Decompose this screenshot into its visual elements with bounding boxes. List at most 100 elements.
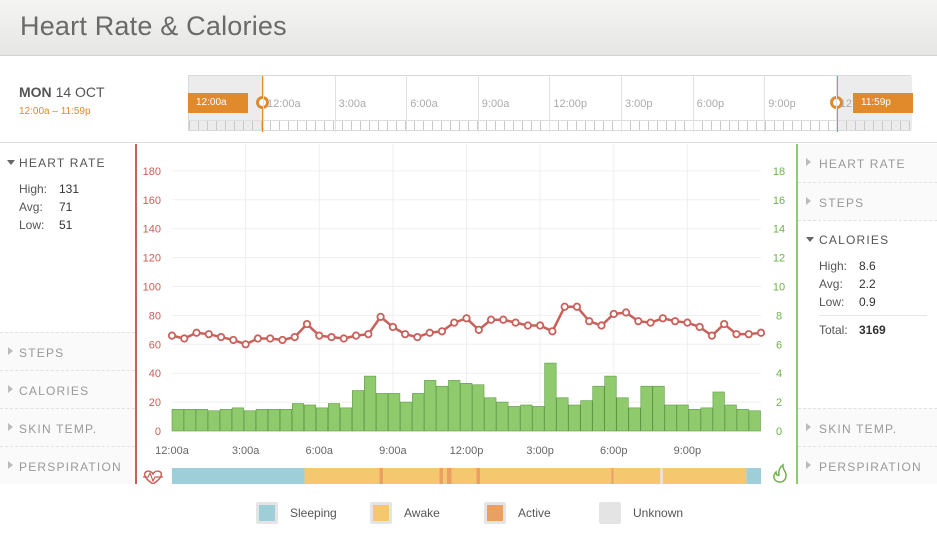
x-axis-tick-label: 3:00p: [526, 445, 554, 457]
legend-swatch: [256, 502, 278, 524]
timeline-gridline: [334, 76, 336, 132]
heart-rate-calories-chart[interactable]: 0 20 40 60 80 100 120 140 160 180 0 2 4 6 8 10 12 14 16 18 1…: [126, 144, 798, 485]
heart-rate-point: [229, 335, 238, 345]
calorie-bar: [436, 385, 449, 432]
range-start-handle[interactable]: [256, 96, 269, 109]
left-steps-row[interactable]: STEPS: [0, 332, 135, 370]
left-calories-row[interactable]: CALORIES: [0, 370, 135, 408]
date-bar: MON 14 OCT 12:00a – 11:59p 12:00a 3:00a 6:…: [0, 57, 937, 143]
heart-rate-point: [290, 332, 299, 342]
left-axis-tick-label: 40: [149, 368, 161, 380]
calorie-bar: [448, 380, 461, 432]
left-steps-label: STEPS: [19, 346, 65, 360]
heart-rate-point: [646, 318, 655, 327]
calorie-bar: [508, 406, 521, 432]
left-skin-temp-row[interactable]: SKIN TEMP.: [0, 408, 135, 446]
heart-rate-point: [621, 308, 631, 317]
left-axis-tick-label: 160: [143, 195, 161, 207]
calorie-bar: [700, 407, 713, 432]
caret-right-icon: [806, 158, 811, 166]
calorie-bar: [412, 393, 425, 432]
timeline-gridline: [621, 76, 622, 132]
timeline-tick-label: 3:00a: [338, 98, 367, 110]
timeline-gridline: [764, 76, 766, 132]
cal-high-value: 8.6: [859, 259, 876, 273]
current-date[interactable]: MON 14 OCT: [19, 84, 105, 100]
chart-svg: 0 20 40 60 80 100 120 140 160 180 0 2 4 6 8 10 12 14 16 18 1…: [126, 144, 798, 485]
heart-rate-point: [204, 330, 213, 339]
calorie-bar: [652, 385, 665, 432]
heart-axis-pointer: [126, 185, 136, 203]
legend-label: Active: [518, 506, 551, 520]
start-time-flag[interactable]: 12:00a: [188, 93, 248, 113]
x-axis-tick-label: 3:00a: [232, 445, 260, 457]
calorie-bar: [291, 403, 305, 432]
calorie-bar: [484, 397, 497, 432]
activity-segment-awake: [662, 468, 747, 484]
calorie-bar: [568, 404, 581, 432]
right-skin-temp-row[interactable]: SKIN TEMP.: [798, 408, 937, 446]
cal-avg-value: 2.2: [859, 277, 876, 291]
legend-label: Awake: [404, 506, 440, 520]
calorie-bar: [303, 404, 317, 432]
heart-rate-point: [216, 332, 226, 342]
caret-right-icon: [8, 385, 13, 393]
right-metrics-panel: HEART RATE STEPS CALORIES High: 8.6 Avg:…: [798, 144, 937, 484]
caret-down-icon: [7, 160, 15, 165]
calorie-bar: [736, 409, 749, 432]
day-of-week: MON: [19, 84, 52, 100]
activity-segment-awake: [304, 468, 380, 484]
left-perspiration-row[interactable]: PERSPIRATION: [0, 446, 135, 484]
heart-rate-point: [302, 319, 312, 329]
heart-rate-point: [756, 328, 766, 337]
heart-rate-point: [560, 302, 569, 311]
right-heart-rate-row[interactable]: HEART RATE: [798, 144, 937, 182]
heart-rate-point: [671, 317, 680, 326]
heart-rate-point: [339, 334, 348, 343]
end-time-flag[interactable]: 11:59p: [853, 93, 913, 113]
heart-rate-point: [364, 330, 373, 339]
legend-swatch: [599, 502, 621, 524]
calorie-bar: [472, 384, 485, 432]
calories-section-title[interactable]: CALORIES: [819, 233, 890, 247]
heart-rate-point: [278, 335, 287, 345]
divider: [819, 315, 927, 316]
calorie-bar: [364, 375, 377, 432]
heart-rate-point: [376, 312, 385, 321]
calorie-bar: [748, 410, 761, 432]
hr-low-value: 51: [59, 218, 73, 232]
left-axis-tick-label: 20: [149, 397, 161, 409]
heart-rate-point: [315, 331, 324, 340]
heart-rate-point: [486, 315, 496, 324]
calorie-bar: [556, 397, 569, 432]
caret-right-icon: [806, 423, 811, 431]
right-axis-tick-label: 6: [776, 339, 782, 351]
timeline-tick-label: 6:00a: [410, 98, 438, 110]
cal-high-label: High:: [819, 259, 848, 273]
heart-rate-point: [511, 318, 520, 327]
right-axis-tick-label: 2: [776, 397, 782, 409]
timeline-gridline: [406, 76, 408, 132]
heart-rate-point: [241, 340, 250, 349]
calorie-bar: [183, 409, 196, 432]
right-steps-row[interactable]: STEPS: [798, 182, 937, 220]
heart-rate-point: [548, 327, 557, 336]
legend-label: Sleeping: [290, 506, 337, 520]
heart-rate-section-title[interactable]: HEART RATE: [19, 156, 106, 170]
cal-low-label: Low:: [819, 295, 845, 309]
activity-segment-active: [611, 468, 614, 484]
calorie-bar: [724, 404, 737, 432]
timeline-tick-label: 9:00a: [481, 98, 510, 110]
heart-rate-point: [499, 315, 508, 324]
calorie-bar: [376, 393, 389, 432]
cal-avg-label: Avg:: [819, 277, 843, 291]
activity-segment-awake: [451, 468, 477, 484]
heart-rate-point: [253, 334, 262, 343]
left-axis-tick-label: 60: [149, 339, 161, 351]
heart-rate-point: [327, 332, 336, 342]
time-range-slider[interactable]: 12:00a 3:00a 6:00a 9:00a 12:00p 3:00p 6:00p 9:0…: [188, 75, 912, 132]
timeline-gridline: [692, 76, 694, 132]
heart-rate-point: [707, 331, 717, 340]
heart-rate-point: [413, 332, 422, 342]
right-perspiration-row[interactable]: PERSPIRATION: [798, 446, 937, 484]
